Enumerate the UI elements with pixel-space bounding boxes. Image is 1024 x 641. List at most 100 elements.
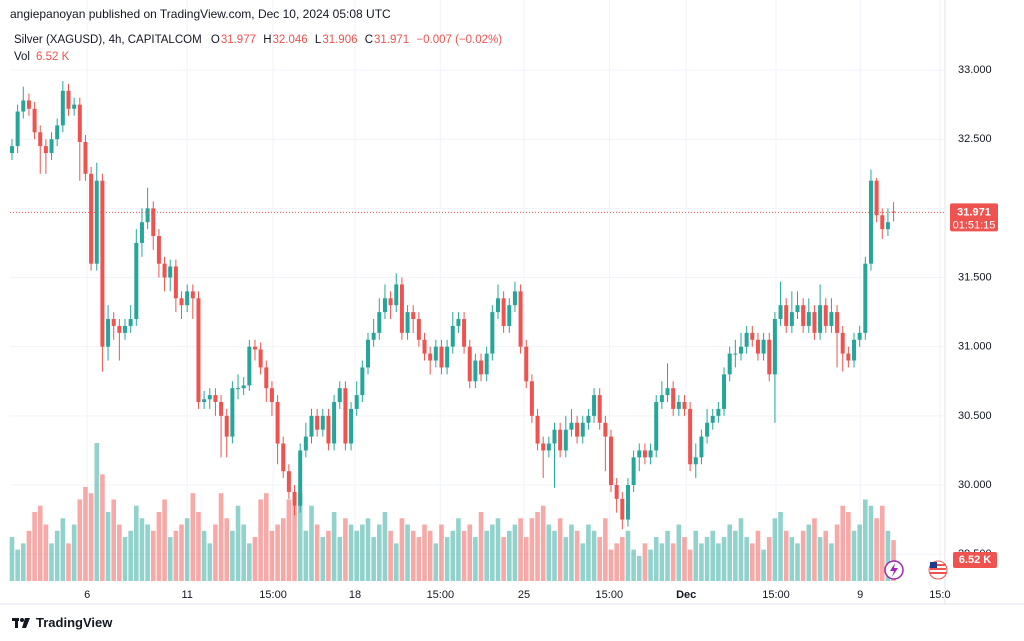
volume-bar (422, 524, 427, 581)
candle-body (659, 395, 664, 403)
volume-bar (258, 499, 263, 581)
volume-bar (783, 530, 789, 581)
volume-bar (433, 543, 439, 581)
candle-body (462, 319, 467, 347)
alert-icon-bolt (890, 563, 898, 577)
candle-body (795, 305, 800, 313)
candle-body (219, 402, 224, 416)
candle-body (829, 312, 834, 326)
volume-bar (653, 537, 659, 581)
candle-body (411, 312, 416, 320)
candle-body (863, 263, 868, 333)
candle-body (592, 395, 597, 416)
candle-body (151, 208, 156, 237)
candle-body (9, 146, 14, 154)
volume-bar (393, 543, 399, 581)
candle-body (207, 395, 212, 400)
volume-bar (314, 524, 320, 581)
candle-body (399, 284, 404, 333)
candle-body (134, 242, 139, 320)
candle-body (835, 312, 840, 333)
candle-body (801, 305, 806, 326)
y-tick-label: 30.000 (958, 479, 992, 491)
candle-body (484, 353, 489, 375)
country-flag (928, 560, 948, 580)
publish-info: angiepanoyan published on TradingView.co… (10, 7, 391, 21)
candle-body (705, 422, 710, 437)
candle-body (60, 90, 65, 126)
volume-bar (772, 518, 778, 581)
candle-body (495, 298, 500, 313)
brand-logo[interactable]: TradingView (12, 615, 112, 630)
legend-row: Silver (XAGUSD), 4h, CAPITALCOM O31.977 … (14, 32, 506, 49)
volume-bar (817, 537, 823, 581)
volume-bar (670, 543, 676, 581)
candle-body (366, 339, 371, 368)
volume-bar (213, 524, 218, 581)
candle-body (501, 298, 506, 326)
alert-icon[interactable] (884, 560, 904, 580)
candle-body (507, 305, 512, 326)
volume-bar (150, 530, 156, 581)
candle-body (885, 222, 890, 230)
volume-bar (693, 530, 699, 581)
volume-pane (9, 443, 896, 581)
volume-bar (800, 530, 806, 581)
x-tick-label: 15:00 (427, 589, 455, 601)
volume-bar (337, 537, 343, 581)
volume-bar (320, 537, 326, 581)
volume-bar (885, 530, 891, 581)
volume-bar (60, 518, 66, 581)
symbol[interactable]: Silver (XAGUSD), 4h, CAPITALCOM (14, 34, 202, 46)
x-tick-label: 18 (349, 589, 361, 601)
candle-body (631, 457, 636, 486)
volume-bar (806, 524, 812, 581)
candle-body (665, 388, 670, 396)
candle-body (535, 415, 540, 444)
candle-body (388, 298, 393, 306)
volume-bar (580, 543, 586, 581)
volume-bar (207, 543, 213, 581)
volume-bar (868, 505, 874, 581)
candle-body (597, 395, 602, 423)
candle-body (15, 111, 20, 147)
volume-bar (156, 512, 162, 581)
x-tick-label: 11 (181, 589, 192, 601)
candle-body (693, 457, 698, 465)
volume-bar (631, 549, 636, 581)
open-value: 31.977 (220, 34, 256, 46)
candle-body (614, 485, 619, 499)
volume-tag (953, 552, 997, 568)
candle-body (26, 100, 31, 109)
candle-body (569, 422, 574, 430)
volume-bar (546, 524, 552, 581)
candle-body (241, 385, 246, 389)
volume-bar (614, 543, 619, 581)
volume-bar (134, 505, 139, 581)
candle-body (772, 319, 777, 375)
volume-bar (789, 537, 795, 581)
price-tag-countdown: 01:51:15 (953, 219, 996, 231)
volume-bar (43, 524, 49, 581)
candle-body (445, 346, 450, 368)
candle-body (733, 353, 738, 355)
volume-bar (88, 493, 94, 581)
grid (10, 0, 945, 581)
volume-bar (484, 530, 489, 581)
candle-body (106, 319, 111, 347)
x-tick-label: 25 (518, 589, 530, 601)
candle-body (230, 388, 235, 437)
candle-body (371, 332, 376, 340)
volume-bar (733, 530, 738, 581)
candle-body (609, 436, 614, 486)
candle-body (823, 305, 828, 326)
volume-bar (9, 537, 15, 581)
volume-bar (184, 518, 190, 581)
candle-body (303, 436, 308, 451)
volume-bar (529, 518, 535, 581)
candle-body (767, 339, 772, 375)
volume-bar (427, 530, 433, 581)
candle-body (337, 388, 342, 403)
candle-body (738, 346, 743, 354)
candle-body (360, 367, 365, 396)
